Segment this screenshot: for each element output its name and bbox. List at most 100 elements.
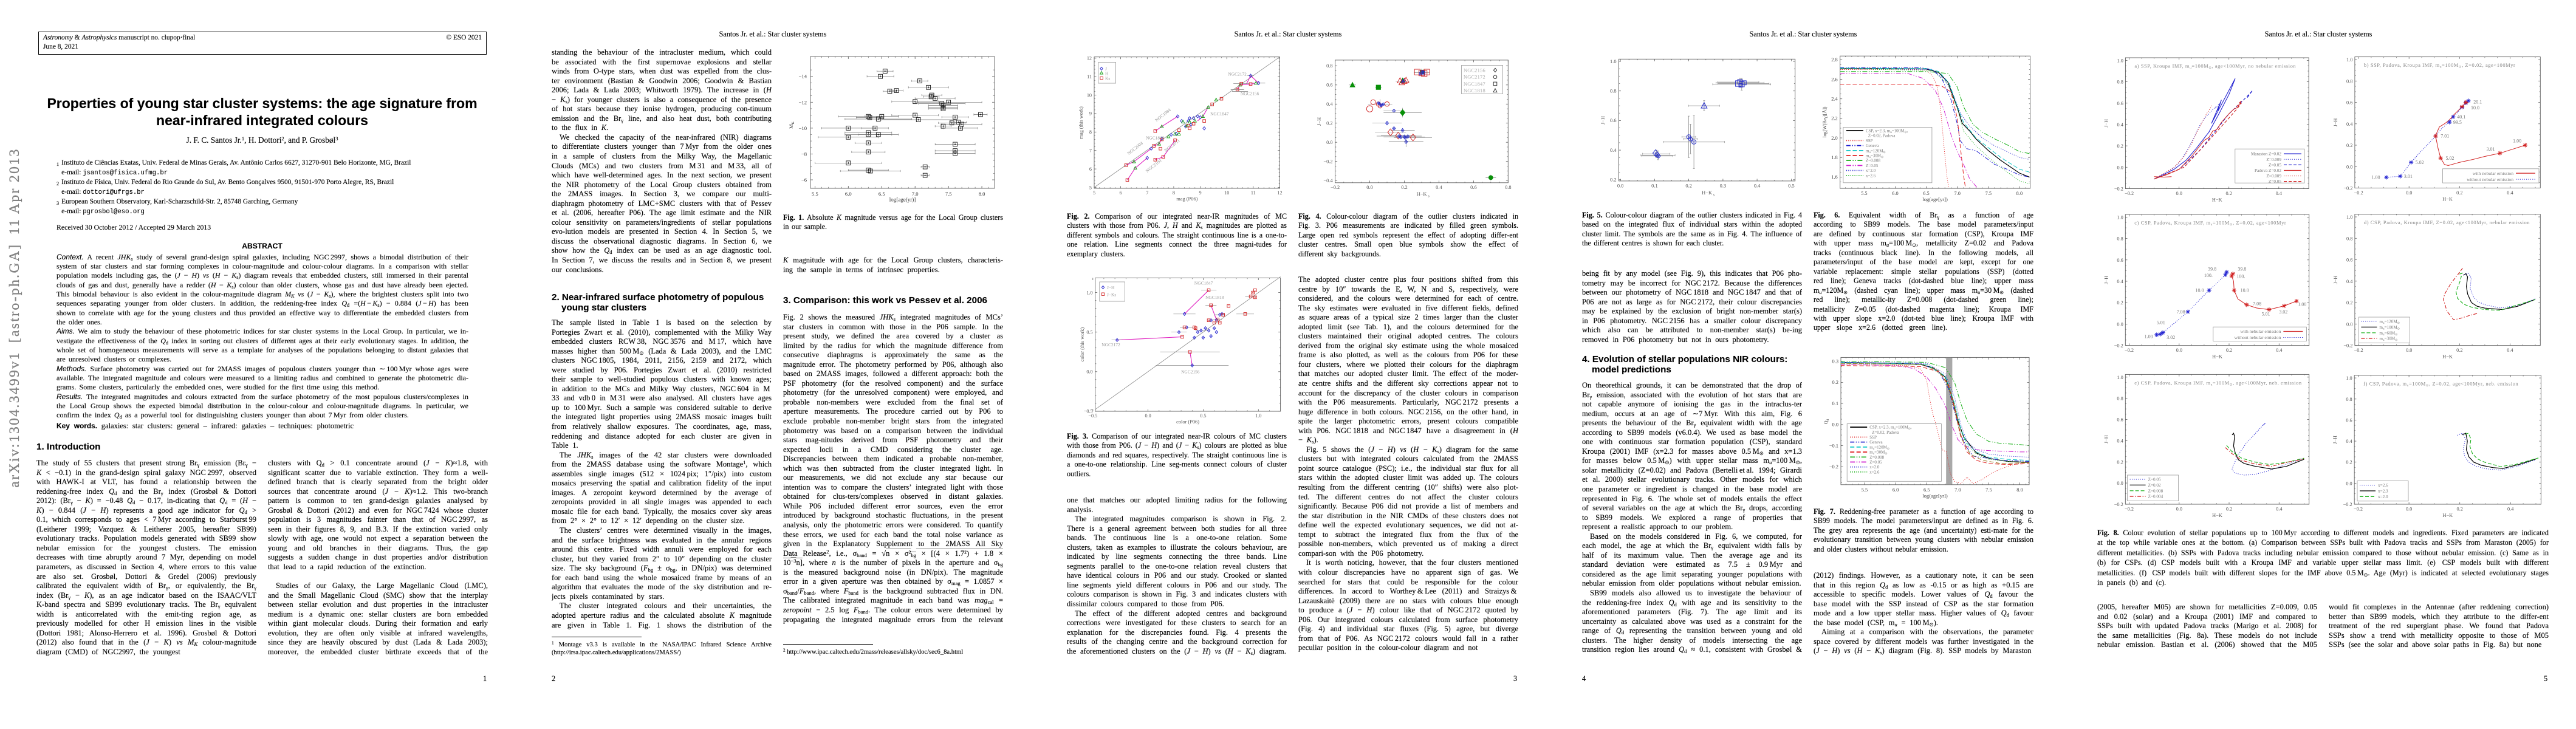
- svg-text:0.1: 0.1: [1651, 183, 1657, 189]
- svg-text:with nebular emission: with nebular emission: [2240, 329, 2281, 334]
- svg-text:1.0: 1.0: [1610, 59, 1616, 64]
- svg-text:color (P06): color (P06): [1176, 419, 1199, 425]
- svg-text:6.5: 6.5: [879, 191, 885, 197]
- svg-text:7: 7: [1146, 190, 1148, 196]
- svg-text:9: 9: [1089, 111, 1092, 117]
- svg-text:2.8: 2.8: [1831, 57, 1837, 63]
- svg-text:0.2: 0.2: [1832, 380, 1838, 385]
- svg-text:−0.2: −0.2: [1829, 464, 1838, 470]
- svg-text:0.0: 0.0: [1326, 140, 1332, 145]
- svg-text:0.4: 0.4: [2276, 191, 2283, 196]
- svg-text:x=2.0: x=2.0: [2378, 495, 2388, 499]
- svg-text:2.0: 2.0: [1831, 135, 1837, 141]
- svg-text:x=2.0: x=2.0: [1869, 465, 1880, 470]
- svg-text:MK: MK: [788, 121, 795, 129]
- svg-text:0.0: 0.0: [2346, 164, 2352, 169]
- svg-text:0.4: 0.4: [2346, 122, 2353, 127]
- svg-text:0.2: 0.2: [2456, 190, 2462, 196]
- svg-text:x=2.0: x=2.0: [1866, 168, 1876, 173]
- svg-text:J−H: J−H: [2103, 276, 2109, 284]
- svg-text:J−H: J−H: [1317, 117, 1322, 126]
- svg-text:0.0: 0.0: [1086, 369, 1092, 375]
- svg-text:0.2: 0.2: [2117, 459, 2123, 465]
- svg-text:1.0: 1.0: [2346, 57, 2352, 63]
- svg-text:0.2: 0.2: [2117, 300, 2123, 306]
- svg-text:12: 12: [1087, 56, 1092, 61]
- svg-text:5.5: 5.5: [812, 191, 818, 197]
- svg-text:NGC1847: NGC1847: [1464, 81, 1485, 87]
- svg-text:Maraston Z=0.02: Maraston Z=0.02: [2251, 152, 2281, 157]
- svg-text:0.0: 0.0: [2346, 321, 2352, 327]
- svg-text:x=2.6: x=2.6: [1866, 173, 1876, 178]
- svg-text:NGC2156: NGC2156: [1464, 68, 1485, 74]
- svg-text:x=2.3: x=2.3: [2378, 489, 2388, 494]
- svg-text:−12: −12: [799, 99, 807, 105]
- svg-text:mag (this work): mag (this work): [1078, 106, 1084, 139]
- svg-text:mu=60M⊙: mu=60M⊙: [2379, 330, 2397, 337]
- svg-text:8.0: 8.0: [2016, 487, 2023, 493]
- svg-text:0.0: 0.0: [2176, 347, 2182, 353]
- svg-text:0.0: 0.0: [2117, 321, 2123, 327]
- svg-text:40.1: 40.1: [2457, 114, 2465, 120]
- svg-text:Z=0.02, Padova: Z=0.02, Padova: [1872, 430, 1899, 435]
- svg-text:100.: 100.: [2204, 273, 2213, 278]
- svg-text:20.1: 20.1: [2473, 99, 2482, 104]
- svg-text:0.8: 0.8: [1505, 185, 1511, 190]
- svg-text:7.0: 7.0: [912, 191, 919, 197]
- svg-text:2.6: 2.6: [1831, 77, 1837, 82]
- svg-text:H−K: H−K: [2212, 197, 2222, 203]
- svg-text:0.5: 0.5: [1086, 330, 1092, 335]
- svg-text:−0.2: −0.2: [2343, 502, 2352, 507]
- svg-text:Qd: Qd: [1823, 419, 1830, 424]
- svg-text:J−H: J−H: [1600, 116, 1606, 125]
- svg-text:0.2: 0.2: [1326, 121, 1332, 126]
- svg-text:1.0: 1.0: [2346, 375, 2352, 381]
- svg-text:x=2.6: x=2.6: [2378, 483, 2388, 488]
- svg-text:Z=0.05: Z=0.05: [1869, 460, 1882, 465]
- svg-text:7.08: 7.08: [2253, 301, 2261, 307]
- svg-text:J−H: J−H: [2103, 435, 2109, 443]
- svg-text:Geneva: Geneva: [1866, 143, 1879, 148]
- svg-text:H−K: H−K: [2212, 354, 2222, 360]
- svg-text:log(age[yr]): log(age[yr]): [1922, 493, 1948, 499]
- svg-text:1.00: 1.00: [2145, 334, 2153, 339]
- svg-text:x=2.6: x=2.6: [1869, 470, 1880, 474]
- svg-text:1.0: 1.0: [2117, 214, 2123, 220]
- svg-text:Z=0.009: Z=0.009: [2266, 157, 2281, 162]
- svg-text:NGC2156: NGC2156: [1181, 369, 1200, 374]
- svg-text:3.02: 3.02: [2279, 309, 2287, 315]
- svg-text:8: 8: [1089, 129, 1092, 135]
- svg-text:NGC2011: NGC2011: [1163, 138, 1181, 154]
- svg-text:mu=120M⊙: mu=120M⊙: [1869, 445, 1889, 451]
- svg-text:J−H: J−H: [2103, 119, 2109, 128]
- svg-text:Z=0.05: Z=0.05: [1866, 163, 1879, 168]
- svg-text:−0.2: −0.2: [2354, 347, 2363, 353]
- svg-text:Padova Z=0.02: Padova Z=0.02: [2255, 168, 2281, 173]
- svg-text:NGC2172: NGC2172: [1101, 342, 1120, 347]
- svg-text:9: 9: [1199, 190, 1202, 196]
- svg-text:0.2: 0.2: [2226, 191, 2232, 196]
- svg-text:0.3: 0.3: [1832, 359, 1838, 364]
- svg-text:Z=0.008: Z=0.008: [1869, 455, 1884, 460]
- svg-text:8.0: 8.0: [979, 191, 985, 197]
- svg-text:3.01: 3.01: [2487, 146, 2495, 152]
- svg-text:0.6: 0.6: [1470, 185, 1476, 190]
- svg-text:−0.2: −0.2: [2114, 187, 2123, 192]
- svg-text:0.2: 0.2: [2346, 300, 2352, 306]
- svg-text:7.08: 7.08: [2177, 309, 2185, 315]
- svg-text:mag (P06): mag (P06): [1176, 196, 1197, 202]
- svg-text:0.6: 0.6: [2117, 258, 2123, 263]
- svg-text:10.0: 10.0: [2471, 105, 2479, 111]
- svg-text:J−Ks: J−Ks: [1107, 292, 1116, 298]
- svg-text:NGC1847: NGC1847: [1210, 111, 1229, 117]
- svg-text:1.0: 1.0: [1255, 413, 1261, 419]
- svg-text:−0.4: −0.4: [1323, 178, 1333, 183]
- svg-text:NGC2156: NGC2156: [1241, 91, 1259, 97]
- svg-text:J−H: J−H: [1107, 285, 1115, 290]
- svg-text:6.0: 6.0: [1892, 191, 1898, 196]
- svg-text:0.2: 0.2: [1610, 177, 1616, 183]
